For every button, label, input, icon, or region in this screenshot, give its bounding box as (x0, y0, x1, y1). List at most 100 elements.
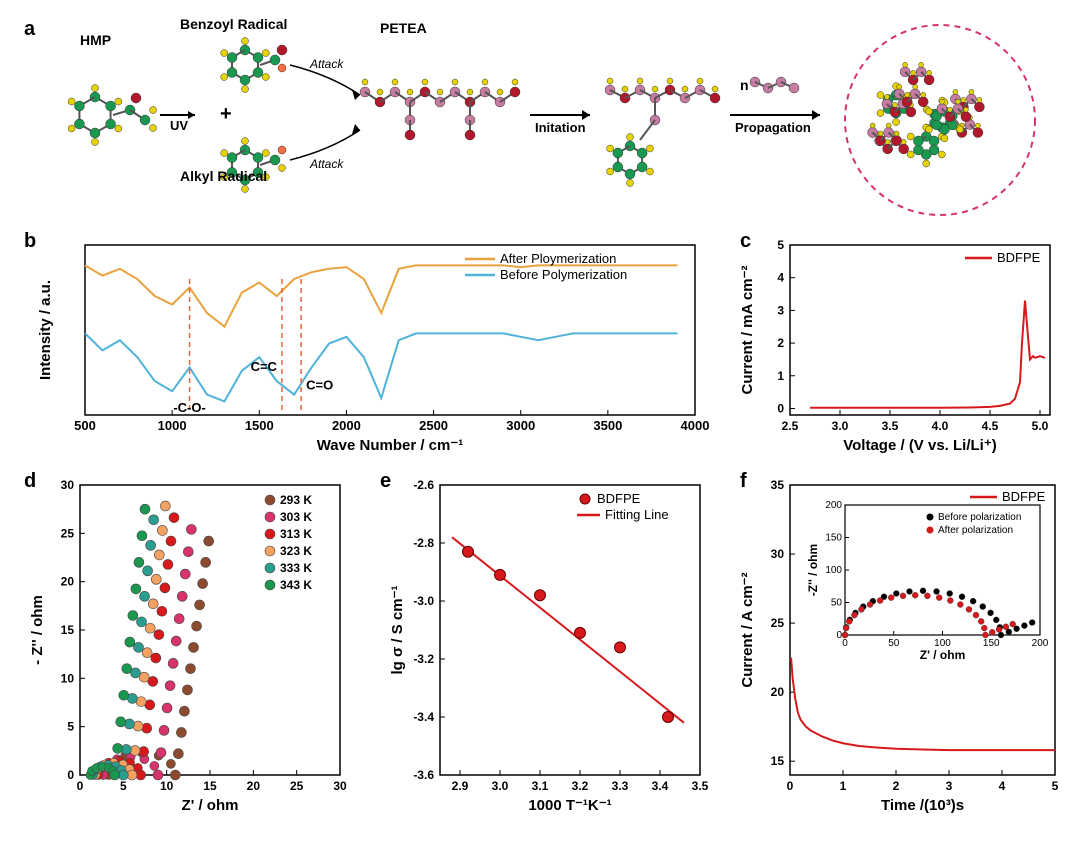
svg-text:200: 200 (1032, 638, 1049, 649)
svg-text:C=O: C=O (306, 378, 333, 393)
svg-text:100: 100 (825, 565, 842, 576)
svg-text:1000: 1000 (158, 418, 187, 433)
svg-text:Voltage / (V vs. Li/Li⁺): Voltage / (V vs. Li/Li⁺) (843, 437, 997, 454)
svg-text:0: 0 (787, 779, 794, 793)
svg-text:3.4: 3.4 (652, 779, 669, 793)
svg-text:Before Polymerization: Before Polymerization (500, 267, 627, 282)
svg-text:2.9: 2.9 (452, 779, 469, 793)
svg-text:-C-O-: -C-O- (173, 400, 206, 415)
svg-text:3.0: 3.0 (832, 419, 849, 433)
svg-text:2: 2 (893, 779, 900, 793)
svg-text:Attack: Attack (309, 57, 344, 71)
svg-text:15: 15 (203, 779, 217, 793)
svg-text:10: 10 (61, 671, 75, 685)
svg-text:-3.0: -3.0 (413, 594, 434, 608)
svg-text:BDFPE: BDFPE (1002, 489, 1046, 504)
svg-text:Before polarization: Before polarization (938, 512, 1021, 523)
svg-text:5.0: 5.0 (1032, 419, 1049, 433)
svg-text:After polarization: After polarization (938, 525, 1013, 536)
svg-text:2.5: 2.5 (782, 419, 799, 433)
svg-text:3.3: 3.3 (612, 779, 629, 793)
svg-text:Current / mA cm⁻²: Current / mA cm⁻² (739, 265, 756, 394)
svg-text:Z' / ohm: Z' / ohm (920, 648, 966, 662)
svg-text:30: 30 (771, 547, 785, 561)
svg-text:After Ploymerization: After Ploymerization (500, 251, 616, 266)
svg-text:4.0: 4.0 (932, 419, 949, 433)
svg-text:3.5: 3.5 (692, 779, 709, 793)
svg-text:3.5: 3.5 (882, 419, 899, 433)
svg-text:150: 150 (983, 638, 1000, 649)
svg-text:293 K: 293 K (280, 493, 312, 507)
svg-text:3: 3 (946, 779, 953, 793)
svg-text:Z' / ohm: Z' / ohm (182, 797, 239, 814)
svg-text:4.5: 4.5 (982, 419, 999, 433)
svg-text:Wave Number / cm⁻¹: Wave Number / cm⁻¹ (317, 437, 464, 454)
svg-text:0: 0 (842, 638, 848, 649)
svg-text:323 K: 323 K (280, 544, 312, 558)
svg-text:n: n (740, 77, 749, 93)
svg-text:303 K: 303 K (280, 510, 312, 524)
svg-text:+: + (220, 103, 232, 125)
svg-text:4: 4 (777, 271, 784, 285)
svg-text:0: 0 (777, 401, 784, 415)
svg-text:-Z'' / ohm: -Z'' / ohm (806, 544, 820, 596)
svg-text:35: 35 (771, 478, 785, 492)
svg-text:4: 4 (999, 779, 1006, 793)
panel-d-chart: 051015202530051015202530Z' / ohm- Z'' / … (20, 465, 360, 825)
svg-text:1: 1 (840, 779, 847, 793)
svg-text:200: 200 (825, 500, 842, 511)
label-petea: PETEA (380, 20, 427, 36)
svg-text:-3.2: -3.2 (413, 652, 434, 666)
svg-text:15: 15 (61, 623, 75, 637)
svg-text:5: 5 (777, 238, 784, 252)
svg-text:1: 1 (777, 369, 784, 383)
svg-text:lg σ / S cm⁻¹: lg σ / S cm⁻¹ (389, 585, 406, 674)
svg-text:3500: 3500 (593, 418, 622, 433)
svg-text:3.2: 3.2 (572, 779, 589, 793)
panel-c-chart: 2.5 3.0 3.5 4.0 4.5 5.0 0 1 2 3 4 5 Voltage / (V vs.… (735, 225, 1065, 455)
svg-text:-2.8: -2.8 (413, 536, 434, 550)
svg-text:3: 3 (777, 303, 784, 317)
svg-text:Fitting Line: Fitting Line (605, 507, 669, 522)
svg-text:Attack: Attack (309, 157, 344, 171)
svg-text:20: 20 (771, 685, 785, 699)
svg-text:0: 0 (77, 779, 84, 793)
svg-text:0: 0 (836, 630, 842, 641)
svg-text:50: 50 (888, 638, 900, 649)
panel-a-scheme: UV + Attack Attack Initation n Propagation (20, 20, 1060, 220)
svg-text:-3.4: -3.4 (413, 710, 434, 724)
svg-text:3.0: 3.0 (492, 779, 509, 793)
panel-f-chart: 0123451520253035Time /(10³)sCurrent / A … (730, 465, 1070, 825)
svg-text:1500: 1500 (245, 418, 274, 433)
svg-text:0: 0 (67, 768, 74, 782)
svg-text:2: 2 (777, 336, 784, 350)
svg-text:30: 30 (61, 478, 75, 492)
svg-text:3.1: 3.1 (532, 779, 549, 793)
svg-text:UV: UV (170, 118, 188, 133)
svg-text:Intensity / a.u.: Intensity / a.u. (37, 280, 54, 380)
svg-text:4000: 4000 (681, 418, 710, 433)
svg-text:Propagation: Propagation (735, 120, 811, 135)
svg-text:C=C: C=C (251, 359, 278, 374)
svg-text:50: 50 (831, 598, 843, 609)
svg-text:2000: 2000 (332, 418, 361, 433)
label-hmp: HMP (80, 32, 111, 48)
svg-text:Initation: Initation (535, 120, 586, 135)
svg-text:20: 20 (61, 575, 75, 589)
svg-text:343 K: 343 K (280, 578, 312, 592)
svg-text:10: 10 (160, 779, 174, 793)
svg-text:25: 25 (290, 779, 304, 793)
svg-text:15: 15 (771, 754, 785, 768)
svg-text:BDFPE: BDFPE (997, 250, 1041, 265)
svg-text:500: 500 (74, 418, 96, 433)
label-alkyl: Alkyl Radical (180, 168, 267, 184)
svg-text:5: 5 (1052, 779, 1059, 793)
svg-text:2500: 2500 (419, 418, 448, 433)
svg-text:150: 150 (825, 533, 842, 544)
svg-text:313 K: 313 K (280, 527, 312, 541)
figure-root: a UV+AttackAttackInitationnPropagation H… (10, 10, 1070, 836)
svg-text:-2.6: -2.6 (413, 478, 434, 492)
svg-text:25: 25 (61, 526, 75, 540)
svg-text:-3.6: -3.6 (413, 768, 434, 782)
svg-text:Time /(10³)s: Time /(10³)s (881, 797, 964, 814)
